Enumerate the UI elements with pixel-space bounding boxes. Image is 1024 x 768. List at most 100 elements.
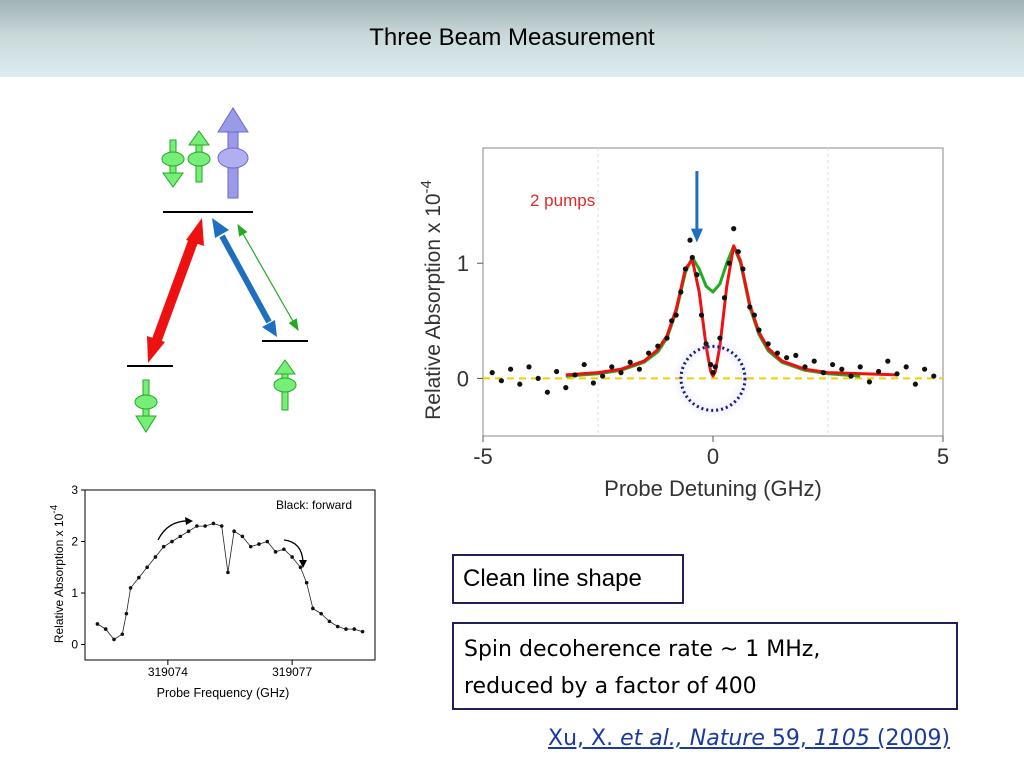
inset-data-point bbox=[257, 542, 261, 546]
citation-authors: Xu, X. bbox=[548, 726, 621, 751]
inset-data-point bbox=[248, 544, 253, 549]
data-point bbox=[689, 254, 695, 261]
inset-data-point bbox=[186, 529, 191, 534]
inset-data-point bbox=[195, 524, 199, 528]
data-point bbox=[774, 350, 780, 356]
slide-header bbox=[0, 0, 1024, 77]
inset-data-point bbox=[352, 627, 357, 631]
inset-data-point bbox=[219, 524, 224, 528]
citation-journal: et al., Nature bbox=[620, 726, 765, 751]
data-point bbox=[885, 358, 891, 364]
x-tick-label: -5 bbox=[473, 444, 493, 469]
citation-page: 1105 bbox=[813, 726, 870, 751]
y-axis-label: Relative Absorption x 10-4 bbox=[418, 180, 445, 420]
data-point bbox=[581, 361, 587, 368]
data-point bbox=[664, 335, 670, 341]
data-point bbox=[894, 371, 900, 377]
data-point bbox=[489, 370, 495, 376]
data-point bbox=[735, 249, 741, 255]
inset-data-point bbox=[178, 534, 183, 539]
data-point bbox=[784, 355, 790, 361]
curved-arrow-down bbox=[283, 539, 304, 563]
inset-data-point bbox=[290, 555, 294, 559]
inset-data-point bbox=[137, 575, 141, 580]
citation-volume: 59, bbox=[764, 726, 814, 751]
inset-data-point bbox=[319, 611, 323, 616]
citation-year: (2009) bbox=[869, 726, 951, 751]
inset-data-point bbox=[112, 637, 116, 642]
inset-data-point bbox=[240, 534, 245, 539]
data-point bbox=[710, 370, 716, 376]
data-point bbox=[903, 364, 909, 370]
data-point bbox=[544, 389, 550, 395]
data-point bbox=[508, 366, 514, 372]
inset-data-point bbox=[170, 539, 174, 544]
inset-data-point bbox=[211, 521, 216, 526]
data-point bbox=[646, 350, 652, 356]
dip-highlight-circle bbox=[679, 344, 747, 412]
inset-data-point bbox=[282, 547, 286, 552]
slide-title: Three Beam Measurement bbox=[369, 24, 655, 51]
inset-x-axis-label: Probe Frequency (GHz) bbox=[157, 686, 290, 700]
probe-marker-arrow bbox=[690, 171, 703, 243]
data-point bbox=[857, 364, 863, 370]
inset-data-point bbox=[232, 529, 236, 534]
inset-data-point bbox=[327, 619, 332, 624]
data-point bbox=[866, 379, 872, 385]
x-axis-label: Probe Detuning (GHz) bbox=[604, 476, 822, 501]
data-point bbox=[669, 318, 675, 324]
green-pump-arrow bbox=[237, 223, 299, 332]
data-point bbox=[682, 266, 688, 272]
data-point bbox=[535, 375, 541, 381]
data-point bbox=[698, 312, 705, 318]
spin-down-icon bbox=[161, 139, 185, 188]
inset-data-point bbox=[145, 565, 149, 570]
data-point bbox=[708, 361, 714, 368]
y-tick-label: 0 bbox=[457, 366, 469, 391]
data-point bbox=[765, 341, 771, 347]
data-point bbox=[912, 381, 918, 387]
data-point bbox=[726, 260, 732, 266]
data-point bbox=[498, 378, 504, 384]
y-tick-label: 1 bbox=[457, 251, 469, 276]
curved-arrow-up-head bbox=[185, 517, 193, 525]
data-point bbox=[747, 304, 753, 310]
data-point bbox=[655, 343, 661, 349]
data-point bbox=[712, 364, 718, 370]
probe-detuning-chart: -5 0 5 0 1 2 pumps Probe Detuning (GHz) Rela… bbox=[418, 147, 949, 501]
large-spin-up-icon bbox=[217, 107, 249, 199]
probe-frequency-chart: 319074 319077 0 1 2 3 Black: forward Probe Fr… bbox=[49, 483, 376, 700]
data-point bbox=[563, 385, 569, 391]
inset-data-point bbox=[298, 565, 303, 570]
annotation-2-pumps: 2 pumps bbox=[530, 191, 595, 210]
data-point bbox=[636, 366, 642, 372]
spin-decoherence-line1: Spin decoherence rate ~ 1 MHz, bbox=[464, 637, 821, 662]
data-point bbox=[751, 312, 757, 318]
data-point bbox=[717, 335, 723, 341]
data-point bbox=[517, 381, 523, 387]
data-point bbox=[848, 373, 854, 379]
x-tick-label: 5 bbox=[937, 444, 949, 469]
inset-data-point bbox=[265, 539, 270, 544]
spin-decoherence-box: Spin decoherence rate ~ 1 MHz, reduced b… bbox=[452, 622, 958, 710]
spin-down-icon-left bbox=[134, 379, 158, 433]
data-point bbox=[673, 312, 679, 318]
data-point bbox=[731, 226, 737, 232]
data-point bbox=[526, 364, 532, 370]
data-point bbox=[721, 295, 728, 301]
inset-y-tick-label: 2 bbox=[71, 535, 78, 549]
data-point bbox=[802, 364, 808, 370]
inset-data-point bbox=[203, 524, 207, 528]
inset-data-point bbox=[153, 555, 158, 559]
spin-up-icon-right bbox=[273, 359, 297, 411]
spin-up-icon bbox=[187, 130, 211, 183]
spin-decoherence-line2: reduced by a factor of 400 bbox=[464, 674, 757, 699]
inset-plot-frame bbox=[84, 489, 376, 661]
data-point bbox=[590, 380, 596, 386]
citation-link[interactable]: Xu, X. et al., Nature 59, 1105 (2009) bbox=[548, 726, 950, 751]
inset-legend: Black: forward bbox=[276, 498, 352, 512]
data-point bbox=[740, 266, 746, 272]
inset-y-tick-label: 0 bbox=[71, 638, 78, 652]
x-tick-label: 0 bbox=[707, 444, 719, 469]
